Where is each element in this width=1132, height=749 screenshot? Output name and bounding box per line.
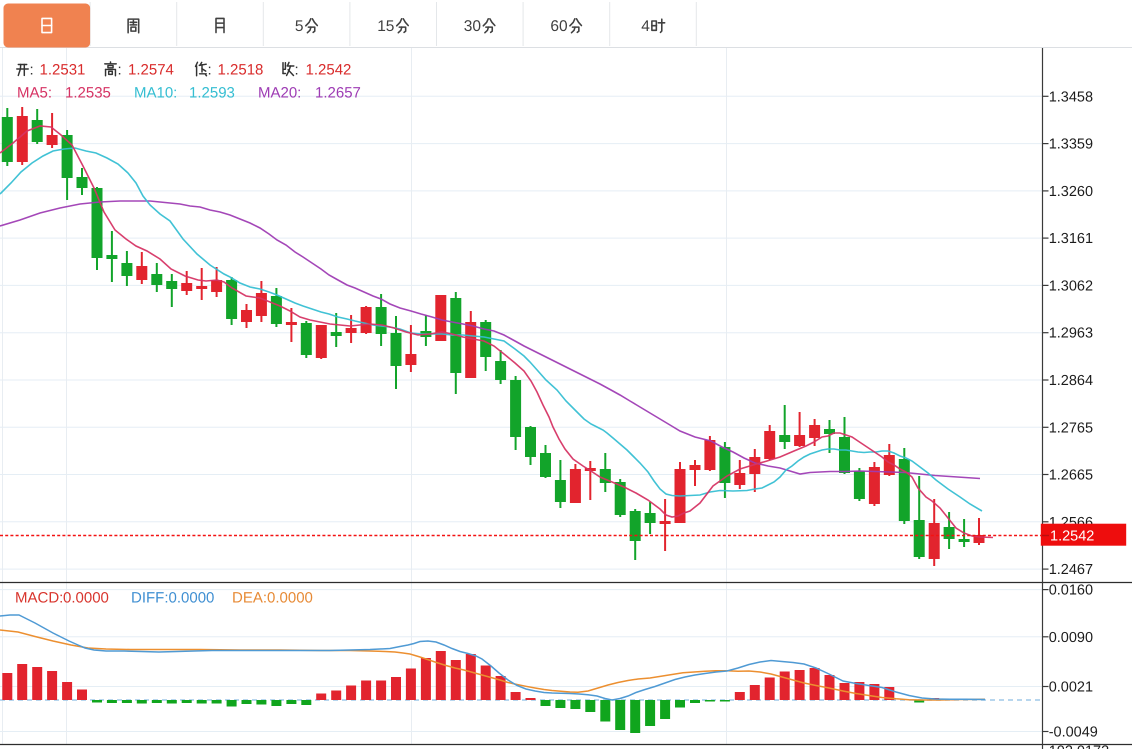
svg-text:1.2864: 1.2864	[1049, 373, 1093, 389]
svg-text:1.2467: 1.2467	[1049, 562, 1093, 578]
svg-text:0.0000: 0.0000	[63, 590, 109, 607]
svg-text:1.2593: 1.2593	[189, 85, 235, 102]
svg-text:0.0000: 0.0000	[267, 590, 313, 607]
svg-text:1.2542: 1.2542	[1050, 529, 1094, 545]
svg-text:MA5:: MA5:	[17, 85, 52, 102]
svg-text:1.3161: 1.3161	[1049, 231, 1093, 247]
svg-text:MA10:: MA10:	[134, 85, 177, 102]
svg-text::: :	[208, 62, 212, 79]
svg-text:1.2765: 1.2765	[1049, 420, 1093, 436]
svg-text:60: 60	[550, 18, 568, 35]
svg-text:1.3458: 1.3458	[1049, 89, 1093, 105]
svg-text:1.2542: 1.2542	[306, 62, 352, 79]
svg-text:1.2518: 1.2518	[218, 62, 264, 79]
svg-text:30: 30	[464, 18, 482, 35]
svg-text:1.2963: 1.2963	[1049, 326, 1093, 342]
svg-text:1.2535: 1.2535	[65, 85, 111, 102]
svg-text:1.3260: 1.3260	[1049, 184, 1093, 200]
svg-text:15: 15	[377, 18, 394, 35]
svg-text:1.3359: 1.3359	[1049, 137, 1093, 153]
svg-text:1.2657: 1.2657	[315, 85, 361, 102]
svg-text:1.2574: 1.2574	[128, 62, 174, 79]
svg-text:MA20:: MA20:	[258, 85, 301, 102]
svg-text:1.3062: 1.3062	[1049, 278, 1093, 294]
svg-text:MACD:: MACD:	[15, 590, 63, 607]
svg-text:4: 4	[641, 18, 650, 35]
svg-text:0.0090: 0.0090	[1049, 630, 1093, 646]
svg-text:DIFF:: DIFF:	[131, 590, 169, 607]
svg-text:0.0160: 0.0160	[1049, 583, 1093, 599]
svg-text:-0.0049: -0.0049	[1049, 725, 1098, 741]
svg-text:DEA:: DEA:	[232, 590, 267, 607]
svg-text:0.0021: 0.0021	[1049, 680, 1093, 696]
svg-text::: :	[295, 62, 299, 79]
svg-text:102.0173: 102.0173	[1049, 744, 1109, 749]
svg-text:5: 5	[295, 18, 304, 35]
svg-text:1.2531: 1.2531	[40, 62, 86, 79]
svg-text::: :	[30, 62, 34, 79]
svg-text:1.2665: 1.2665	[1049, 468, 1093, 484]
svg-text::: :	[118, 62, 122, 79]
svg-text:0.0000: 0.0000	[169, 590, 215, 607]
